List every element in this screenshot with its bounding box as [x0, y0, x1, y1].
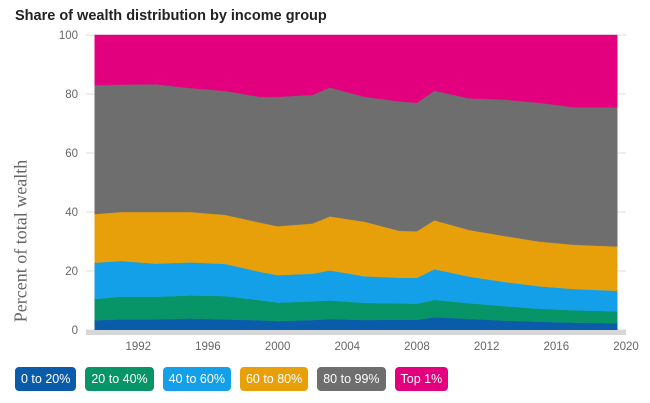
- area-series: [94, 34, 618, 331]
- y-tick-labels: 0 20 40 60 80 100: [59, 30, 78, 337]
- x-axis-band: [86, 330, 626, 335]
- x-tick-label: 2008: [404, 341, 430, 353]
- legend-item-20-40[interactable]: 20 to 40%: [85, 367, 154, 391]
- x-tick-label: 2004: [334, 341, 360, 353]
- x-tick-label: 2000: [265, 341, 291, 353]
- legend-item-top-1[interactable]: Top 1%: [394, 367, 449, 391]
- area-top-1-: [94, 34, 618, 108]
- chart-title: Share of wealth distribution by income g…: [15, 8, 327, 24]
- y-tick-label: 0: [72, 325, 78, 337]
- y-tick-label: 20: [65, 266, 78, 278]
- y-tick-label: 60: [65, 148, 78, 160]
- legend: 0 to 20% 20 to 40% 40 to 60% 60 to 80% 8…: [15, 367, 449, 391]
- legend-item-40-60[interactable]: 40 to 60%: [162, 367, 231, 391]
- x-axis: 1992 1996 2000 2004 2008 2012 2016 2020: [86, 330, 639, 353]
- x-tick-label: 2020: [613, 341, 639, 353]
- x-tick-label: 2012: [474, 341, 500, 353]
- legend-item-0-20[interactable]: 0 to 20%: [15, 367, 77, 391]
- y-tick-label: 40: [65, 207, 78, 219]
- y-tick-label: 100: [59, 30, 78, 42]
- x-tick-label: 1996: [195, 341, 221, 353]
- legend-item-60-80[interactable]: 60 to 80%: [239, 367, 309, 391]
- x-tick-label: 2016: [544, 341, 570, 353]
- x-tick-label: 1992: [125, 341, 151, 353]
- y-tick-label: 80: [65, 89, 78, 101]
- legend-item-80-99[interactable]: 80 to 99%: [317, 367, 386, 391]
